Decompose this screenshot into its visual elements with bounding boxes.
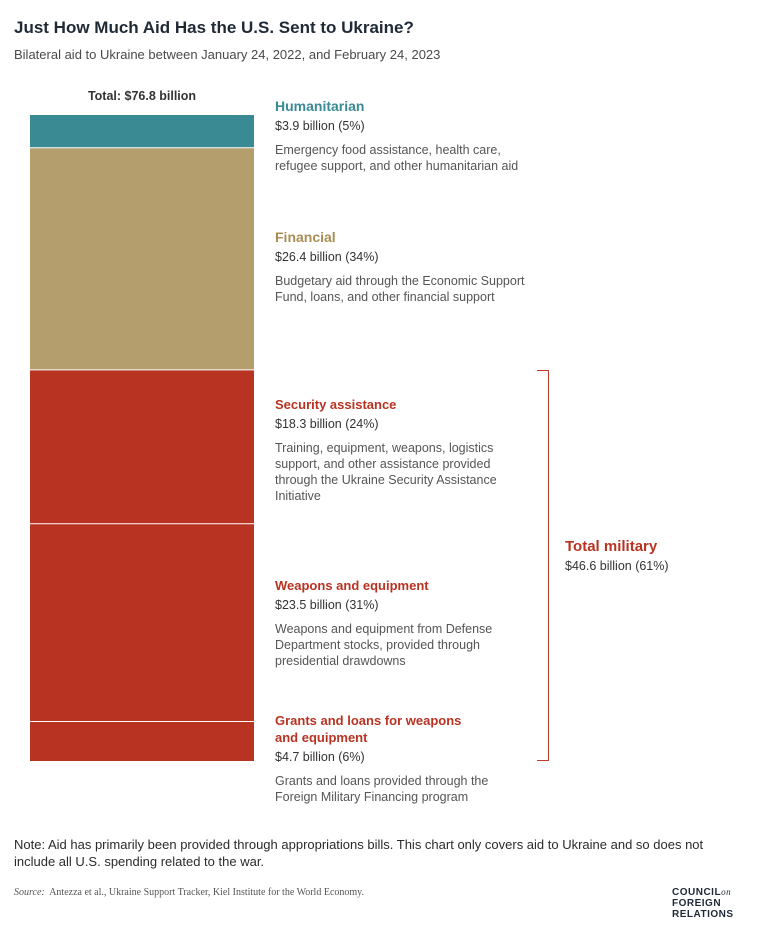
- segment-amount: $4.7 billion (6%): [275, 750, 365, 764]
- bar-segment-humanitarian: [30, 115, 254, 148]
- segment-amount: $23.5 billion (31%): [275, 598, 379, 612]
- military-total: Total military $46.6 billion (61%): [565, 538, 669, 573]
- segment-name: Financial: [275, 229, 336, 245]
- bar-segment-security-assistance: [30, 369, 254, 524]
- segment-label-financial: Financial $26.4 billion (34%) Budgetary …: [275, 229, 545, 305]
- segment-label-security-assistance: Security assistance $18.3 billion (24%) …: [275, 396, 515, 504]
- cfr-logo: COUNCILon FOREIGN RELATIONS: [672, 887, 734, 920]
- segment-amount: $3.9 billion (5%): [275, 119, 365, 133]
- segment-amount: $26.4 billion (34%): [275, 250, 379, 264]
- logo-on: on: [721, 887, 732, 897]
- segment-amount: $18.3 billion (24%): [275, 417, 379, 431]
- military-bracket: [537, 370, 549, 761]
- logo-line-2: FOREIGN: [672, 898, 722, 909]
- military-total-amount: $46.6 billion (61%): [565, 559, 669, 573]
- segment-description: Training, equipment, weapons, logistics …: [275, 441, 497, 503]
- segment-name: Security assistance: [275, 397, 397, 412]
- bar-segment-weapons-and-equipment: [30, 523, 254, 722]
- chart-source: Source: Antezza et al., Ukraine Support …: [14, 887, 364, 898]
- segment-description: Emergency food assistance, health care, …: [275, 143, 519, 173]
- segment-description: Weapons and equipment from Defense Depar…: [275, 622, 493, 668]
- chart-note: Note: Aid has primarily been provided th…: [14, 837, 704, 869]
- military-total-name: Total military: [565, 538, 658, 555]
- bar-segment-financial: [30, 147, 254, 370]
- segment-label-grants-loans: Grants and loans for weapons and equipme…: [275, 712, 515, 805]
- segment-description: Grants and loans provided through the Fo…: [275, 774, 489, 804]
- chart-title: Just How Much Aid Has the U.S. Sent to U…: [14, 18, 414, 37]
- logo-line-3: RELATIONS: [672, 909, 734, 920]
- source-label: Source:: [14, 887, 45, 898]
- total-label: Total: $76.8 billion: [87, 89, 197, 103]
- source-text: Antezza et al., Ukraine Support Tracker,…: [49, 887, 365, 898]
- segment-label-weapons-equipment: Weapons and equipment $23.5 billion (31%…: [275, 577, 515, 669]
- segment-name: Weapons and equipment: [275, 578, 429, 593]
- bar-segment-grants-and-loans-for-weapons-and-equipment: [30, 721, 254, 761]
- segment-name: Humanitarian: [275, 98, 365, 114]
- logo-line-1: COUNCIL: [672, 887, 722, 898]
- chart-subtitle: Bilateral aid to Ukraine between January…: [14, 47, 441, 62]
- segment-label-humanitarian: Humanitarian $3.9 billion (5%) Emergency…: [275, 98, 545, 174]
- segment-description: Budgetary aid through the Economic Suppo…: [275, 274, 525, 304]
- segment-name: Grants and loans for weapons and equipme…: [275, 713, 462, 745]
